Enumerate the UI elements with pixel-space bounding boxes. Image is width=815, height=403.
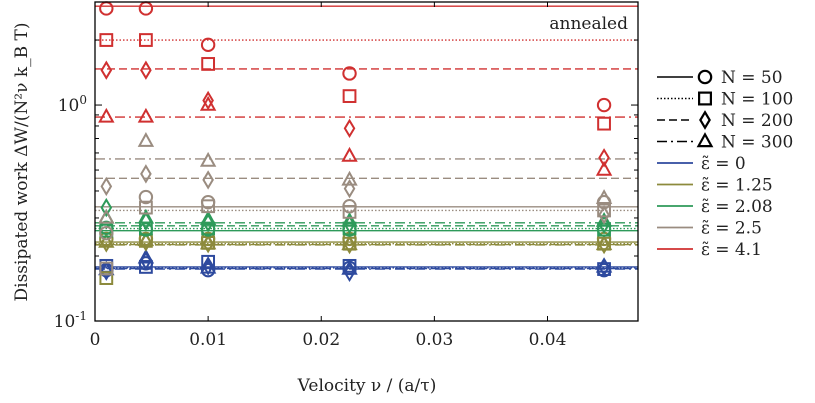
legend-label-eps-2.08: ε̃ = 2.08 [701, 197, 773, 217]
data-point-eps-0-n-100 [201, 254, 216, 269]
data-point-eps-0-n-300 [199, 258, 217, 274]
data-point-eps-2.5-n-100 [342, 205, 357, 219]
data-point-eps-4.1-n-300 [199, 95, 217, 111]
data-point-eps-2.08-n-200 [100, 197, 113, 218]
data-point-eps-1.25-n-300 [595, 235, 613, 251]
data-point-eps-4.1-n-200 [140, 60, 152, 80]
legend-label-n-50: N = 50 [721, 68, 783, 88]
data-point-eps-2.08-n-300 [137, 208, 155, 224]
x-tick-label: 0.03 [415, 330, 453, 350]
data-point-eps-4.1-n-200 [202, 90, 214, 111]
data-point-eps-2.08-n-200 [140, 211, 152, 231]
data-point-eps-2.5-n-300 [341, 170, 358, 186]
data-point-eps-1.25-n-100 [99, 271, 114, 285]
data-point-eps-2.5-n-300 [137, 132, 155, 147]
data-point-eps-4.1-n-100 [597, 116, 611, 131]
legend-marker-n-50 [697, 69, 713, 85]
data-point-eps-4.1-n-100 [139, 33, 153, 47]
data-markers [98, 1, 613, 285]
data-point-eps-2.5-n-100 [201, 199, 216, 214]
data-point-eps-4.1-n-200 [343, 118, 356, 139]
data-point-eps-2.5-n-200 [598, 205, 610, 225]
fit-lines [95, 5, 638, 270]
legend-label-eps-1.25: ε̃ = 1.25 [701, 176, 773, 196]
legend-label-eps-0: ε̃ = 0 [701, 154, 746, 174]
data-point-eps-2.5-n-300 [595, 189, 613, 204]
data-point-eps-2.5-n-300 [98, 208, 115, 224]
data-point-eps-1.25-n-300 [98, 232, 115, 248]
data-point-eps-4.1-n-100 [99, 33, 114, 47]
data-point-eps-2.08-n-100 [201, 221, 216, 236]
x-tick-label: 0.02 [302, 330, 340, 350]
data-point-eps-4.1-n-300 [341, 146, 358, 162]
x-axis-label: Velocity ν / (a/τ) [297, 376, 437, 396]
data-point-eps-1.25-n-300 [341, 235, 358, 251]
data-point-eps-2.08-n-300 [341, 211, 358, 227]
data-point-eps-2.08-n-100 [342, 221, 357, 236]
data-point-eps-4.1-n-50 [99, 1, 114, 16]
data-point-eps-4.1-n-200 [100, 60, 113, 80]
data-point-eps-4.1-n-50 [138, 1, 154, 16]
data-point-eps-0-n-300 [595, 257, 613, 273]
data-point-eps-4.1-n-300 [98, 107, 115, 123]
legend-label-eps-4.1: ε̃ = 4.1 [701, 240, 762, 260]
data-point-eps-4.1-n-300 [137, 107, 155, 123]
legend-label-eps-2.5: ε̃ = 2.5 [701, 219, 762, 239]
data-point-eps-2.08-n-200 [202, 213, 214, 233]
data-point-eps-2.5-n-100 [99, 261, 114, 276]
data-point-eps-2.5-n-200 [343, 178, 356, 199]
x-tick-label: 0.04 [529, 330, 567, 350]
x-tick-label: 0 [90, 330, 101, 350]
y-axis-label: Dissipated work ΔW/(N²ν k_B T) [12, 23, 32, 302]
data-point-eps-1.25-n-300 [199, 234, 217, 250]
data-point-eps-2.5-n-50 [99, 226, 114, 241]
data-point-eps-2.5-n-200 [100, 176, 113, 197]
legend-label-n-200: N = 200 [721, 111, 793, 131]
data-point-eps-2.5-n-200 [202, 170, 214, 190]
data-point-eps-4.1-n-100 [201, 57, 216, 71]
data-point-eps-4.1-n-50 [596, 97, 612, 113]
data-point-eps-2.5-n-100 [139, 200, 153, 215]
x-tick-label: 0.01 [189, 330, 227, 350]
data-point-eps-2.5-n-50 [138, 189, 154, 205]
data-point-eps-4.1-n-200 [598, 148, 610, 168]
y-tick-label: 10-1 [54, 309, 87, 332]
data-point-eps-4.1-n-100 [342, 89, 357, 103]
data-point-eps-0-n-200 [343, 262, 356, 283]
data-point-eps-1.25-n-300 [137, 231, 155, 247]
data-point-eps-0-n-300 [137, 248, 155, 264]
legend-marker-n-100 [698, 91, 712, 106]
data-point-eps-2.08-n-300 [595, 211, 613, 227]
data-point-eps-1.25-n-50 [99, 231, 114, 247]
axis-ticks: 0 0.01 0.02 0.03 0.04 100 10-1 [54, 1, 638, 350]
data-point-eps-4.1-n-50 [200, 37, 216, 53]
annotation-annealed: annealed [549, 14, 628, 34]
legend-marker-n-300 [696, 132, 714, 148]
y-tick-label: 100 [58, 93, 87, 116]
data-point-eps-2.5-n-100 [597, 203, 611, 218]
legend-marker-n-200 [699, 110, 711, 130]
data-point-eps-0-n-100 [139, 260, 153, 274]
data-point-eps-2.08-n-200 [343, 214, 356, 235]
data-point-eps-2.5-n-200 [140, 164, 152, 184]
data-point-eps-2.08-n-200 [598, 214, 610, 235]
data-point-eps-2.08-n-300 [199, 210, 217, 226]
data-point-eps-0-n-300 [341, 259, 358, 275]
legend-label-n-100: N = 100 [721, 90, 793, 110]
data-point-eps-4.1-n-50 [342, 66, 357, 81]
data-point-eps-2.5-n-300 [199, 151, 217, 167]
legend-label-n-300: N = 300 [721, 133, 793, 153]
data-point-eps-4.1-n-300 [595, 160, 613, 176]
plot-frame [94, 1, 639, 322]
